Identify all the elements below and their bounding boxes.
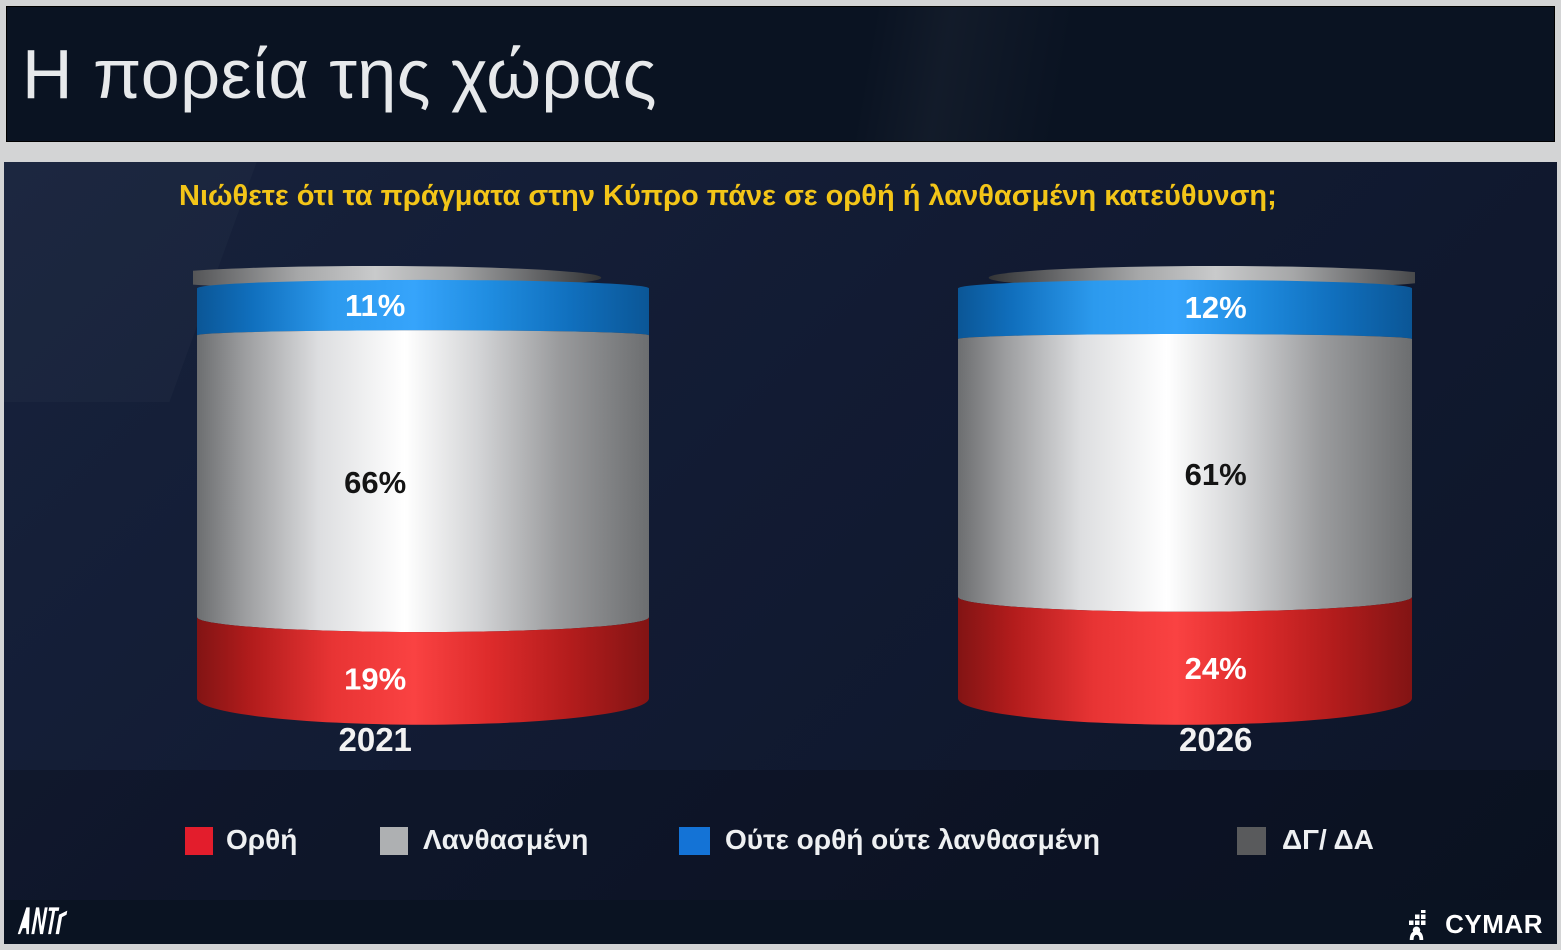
svg-text:2026: 2026 (1179, 720, 1252, 757)
svg-text:61%: 61% (1185, 457, 1247, 492)
svg-text:2021: 2021 (338, 720, 411, 757)
svg-text:24%: 24% (1185, 651, 1247, 686)
svg-text:12%: 12% (1185, 290, 1247, 325)
svg-text:19%: 19% (344, 661, 406, 696)
svg-text:11%: 11% (345, 288, 405, 323)
svg-text:66%: 66% (344, 465, 406, 500)
